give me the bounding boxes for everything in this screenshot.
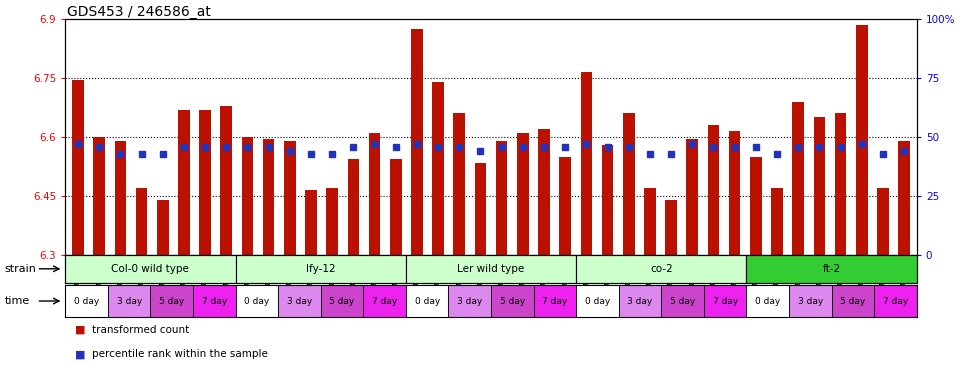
Text: strain: strain <box>5 264 36 274</box>
Text: 5 day: 5 day <box>500 296 525 306</box>
Bar <box>108 285 151 317</box>
Text: transformed count: transformed count <box>92 325 189 335</box>
Bar <box>704 285 747 317</box>
Bar <box>619 285 661 317</box>
Bar <box>560 157 571 255</box>
Bar <box>665 200 677 255</box>
Text: ■: ■ <box>75 325 85 335</box>
Bar <box>576 285 619 317</box>
Bar <box>708 125 719 255</box>
Bar <box>856 25 868 255</box>
Bar <box>200 109 211 255</box>
Bar <box>178 109 190 255</box>
Bar <box>899 141 910 255</box>
Bar <box>789 285 831 317</box>
Bar <box>747 285 789 317</box>
Bar <box>235 255 406 283</box>
Text: co-2: co-2 <box>650 264 673 274</box>
Text: Col-0 wild type: Col-0 wild type <box>111 264 189 274</box>
Bar <box>151 285 193 317</box>
Text: 7 day: 7 day <box>712 296 738 306</box>
Bar <box>193 285 235 317</box>
Bar <box>813 117 826 255</box>
Text: 7 day: 7 day <box>883 296 908 306</box>
Bar <box>242 137 253 255</box>
Text: 3 day: 3 day <box>457 296 482 306</box>
Bar <box>284 141 296 255</box>
Bar <box>644 188 656 255</box>
Text: GDS453 / 246586_at: GDS453 / 246586_at <box>67 5 211 19</box>
Text: 5 day: 5 day <box>670 296 695 306</box>
Bar <box>834 113 847 255</box>
Text: 0 day: 0 day <box>756 296 780 306</box>
Bar <box>747 255 917 283</box>
Text: ■: ■ <box>75 349 85 359</box>
Text: 7 day: 7 day <box>202 296 227 306</box>
Bar <box>235 285 278 317</box>
Bar <box>72 80 84 255</box>
Bar <box>877 188 889 255</box>
Bar <box>321 285 363 317</box>
Bar <box>363 285 406 317</box>
Text: 7 day: 7 day <box>372 296 397 306</box>
Text: 5 day: 5 day <box>329 296 354 306</box>
Text: 3 day: 3 day <box>116 296 142 306</box>
Bar <box>539 129 550 255</box>
Bar <box>474 163 487 255</box>
Bar <box>602 145 613 255</box>
Bar <box>406 285 448 317</box>
Bar <box>221 106 232 255</box>
Bar <box>156 200 169 255</box>
Bar <box>792 102 804 255</box>
Bar <box>750 157 761 255</box>
Text: 0 day: 0 day <box>585 296 611 306</box>
Bar <box>263 139 275 255</box>
Bar <box>517 133 529 255</box>
Text: 0 day: 0 day <box>74 296 99 306</box>
Text: 0 day: 0 day <box>244 296 270 306</box>
Bar <box>686 139 698 255</box>
Bar <box>729 131 740 255</box>
Bar <box>65 285 108 317</box>
Bar <box>65 255 235 283</box>
Bar <box>623 113 635 255</box>
Bar <box>661 285 704 317</box>
Bar <box>135 188 148 255</box>
Bar <box>831 285 875 317</box>
Bar <box>534 285 576 317</box>
Text: 5 day: 5 day <box>840 296 866 306</box>
Bar <box>576 255 747 283</box>
Text: 7 day: 7 day <box>542 296 567 306</box>
Text: lfy-12: lfy-12 <box>306 264 336 274</box>
Text: 5 day: 5 day <box>159 296 184 306</box>
Bar <box>369 133 380 255</box>
Bar <box>326 188 338 255</box>
Bar <box>406 255 576 283</box>
Bar <box>305 190 317 255</box>
Text: time: time <box>5 296 30 306</box>
Bar <box>875 285 917 317</box>
Bar <box>492 285 534 317</box>
Text: Ler wild type: Ler wild type <box>457 264 525 274</box>
Text: 0 day: 0 day <box>415 296 440 306</box>
Bar <box>581 72 592 255</box>
Bar <box>114 141 126 255</box>
Text: 3 day: 3 day <box>628 296 653 306</box>
Text: percentile rank within the sample: percentile rank within the sample <box>92 349 268 359</box>
Bar <box>348 159 359 255</box>
Bar <box>432 82 444 255</box>
Text: ft-2: ft-2 <box>823 264 841 274</box>
Bar <box>411 29 422 255</box>
Bar <box>390 159 401 255</box>
Bar <box>495 141 508 255</box>
Text: 3 day: 3 day <box>287 296 312 306</box>
Bar <box>771 188 782 255</box>
Bar <box>448 285 492 317</box>
Text: 3 day: 3 day <box>798 296 823 306</box>
Bar <box>278 285 321 317</box>
Bar <box>93 137 105 255</box>
Bar <box>453 113 465 255</box>
